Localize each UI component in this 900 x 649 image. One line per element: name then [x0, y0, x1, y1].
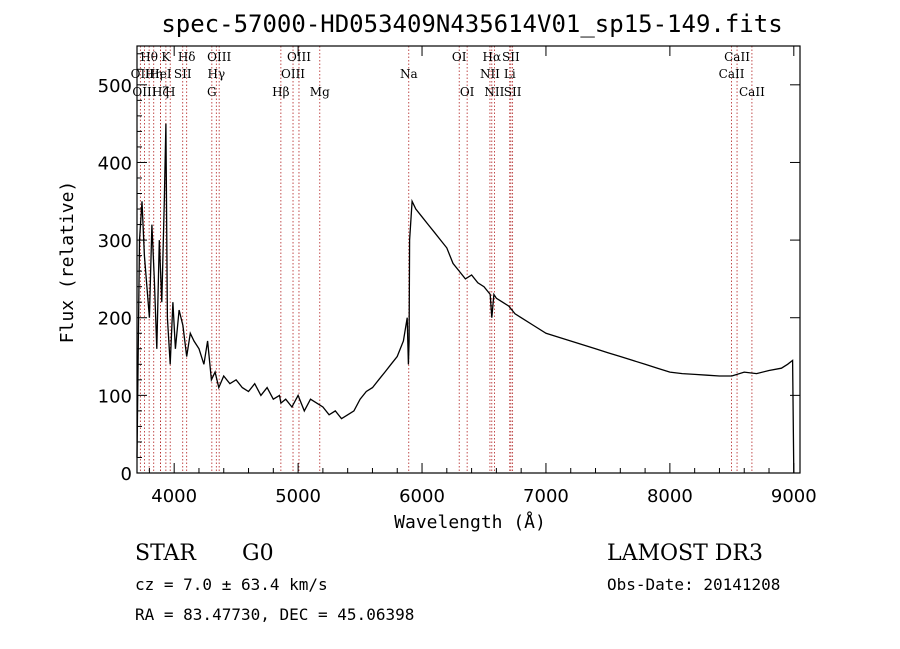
line-label-13: Hβ	[272, 85, 289, 99]
line-label-24: Li	[504, 67, 516, 81]
line-label-5: Hζ	[152, 85, 169, 99]
y-tick-label-1: 100	[98, 386, 132, 407]
line-label-26: CaII	[724, 50, 750, 64]
line-label-7: SII	[174, 67, 192, 81]
line-label-18: OI	[452, 50, 467, 64]
line-label-23: SII	[502, 50, 520, 64]
x-tick-label-4: 8000	[647, 486, 693, 507]
line-label-21: NII	[480, 67, 500, 81]
object-class: STAR	[135, 541, 197, 566]
line-label-11: Hγ	[207, 67, 225, 81]
line-label-6: K	[161, 50, 171, 64]
line-label-4: HeI	[149, 67, 172, 81]
line-label-14: OIII	[287, 50, 311, 64]
y-axis-ticks: 0 100 200 300 400 500	[98, 53, 800, 485]
chart-title: spec-57000-HD053409N435614V01_sp15-149.f…	[161, 10, 782, 38]
survey-name: LAMOST DR3	[607, 541, 763, 566]
line-label-8: H	[165, 85, 175, 99]
line-label-0: Hθ	[140, 50, 158, 64]
plot-frame	[136, 45, 801, 474]
x-tick-label-1: 5000	[275, 486, 321, 507]
line-label-10: OIII	[207, 50, 231, 64]
x-axis-label: Wavelength (Å)	[394, 511, 546, 533]
line-label-19: OI	[460, 85, 475, 99]
line-label-27: CaII	[719, 67, 745, 81]
x-tick-label-3: 7000	[523, 486, 569, 507]
y-axis-label: Flux (relative)	[57, 181, 78, 344]
y-tick-label-3: 300	[98, 231, 132, 252]
spectrum-line	[136, 123, 795, 474]
obs-date: Obs-Date: 20141208	[607, 575, 780, 594]
line-label-1: OII	[131, 67, 151, 81]
line-label-15: OIII	[281, 67, 305, 81]
line-label-9: Hδ	[178, 50, 196, 64]
line-markers	[139, 46, 753, 473]
line-label-17: Na	[400, 67, 418, 81]
x-tick-label-2: 6000	[399, 486, 445, 507]
y-tick-label-5: 500	[98, 76, 132, 97]
line-label-3: Hη	[145, 67, 163, 81]
line-label-22: NII	[484, 85, 504, 99]
line-label-20: Hα	[483, 50, 502, 64]
y-tick-label-2: 200	[98, 309, 132, 330]
x-tick-label-0: 4000	[151, 486, 197, 507]
subclass: G0	[242, 541, 274, 566]
line-label-2: OIII	[132, 85, 156, 99]
y-tick-label-4: 400	[98, 153, 132, 174]
line-label-28: CaII	[739, 85, 765, 99]
y-tick-label-0: 0	[121, 464, 132, 485]
redshift-cz: cz = 7.0 ± 63.4 km/s	[135, 575, 328, 594]
line-label-12: G	[207, 85, 217, 99]
coordinates: RA = 83.47730, DEC = 45.06398	[135, 605, 414, 624]
line-label-16: Mg	[310, 85, 330, 99]
line-label-25: SII	[504, 85, 522, 99]
x-tick-label-5: 9000	[771, 486, 817, 507]
x-axis-ticks: 4000 5000 6000 7000 8000 9000	[148, 46, 817, 507]
